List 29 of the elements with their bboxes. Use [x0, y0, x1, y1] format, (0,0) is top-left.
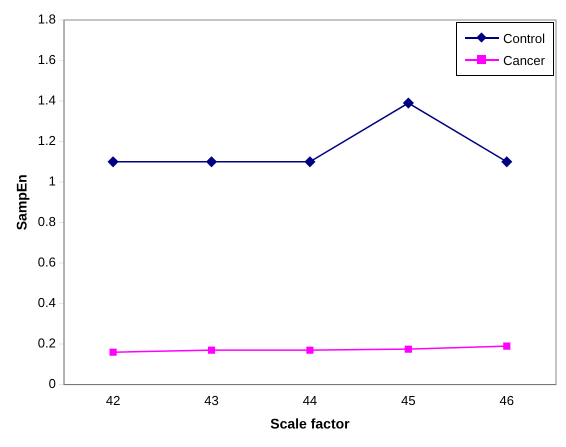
- x-axis-title: Scale factor: [270, 415, 350, 432]
- y-tick-label: 1.4: [38, 92, 56, 108]
- y-tick-label: 0.2: [38, 336, 56, 351]
- point: [208, 346, 216, 354]
- y-tick-label: 0.6: [38, 254, 56, 270]
- legend-label: Control: [503, 30, 545, 46]
- x-tick-label: 46: [500, 392, 514, 408]
- x-tick-label: 42: [106, 392, 120, 408]
- y-tick-label: 0.8: [38, 214, 56, 230]
- x-tick-label: 43: [204, 392, 219, 408]
- point: [110, 348, 117, 356]
- point: [403, 98, 414, 108]
- y-tick-label: 1.8: [38, 12, 56, 27]
- point: [306, 346, 314, 354]
- point: [503, 342, 510, 350]
- y-tick-label: 1.6: [38, 52, 56, 68]
- legend-label: Cancer: [503, 52, 545, 68]
- y-tick-label: 0.4: [38, 295, 56, 310]
- y-tick-label: 1.2: [38, 133, 56, 148]
- point: [206, 156, 217, 168]
- x-tick-label: 44: [302, 392, 318, 408]
- x-tick-label: 45: [401, 392, 416, 408]
- y-tick-label: 1: [48, 174, 56, 189]
- point: [108, 156, 118, 168]
- point: [404, 346, 412, 353]
- point: [304, 156, 316, 168]
- point: [502, 156, 512, 168]
- y-axis-title: SampEn: [13, 174, 30, 230]
- y-tick-label: 0: [48, 376, 56, 392]
